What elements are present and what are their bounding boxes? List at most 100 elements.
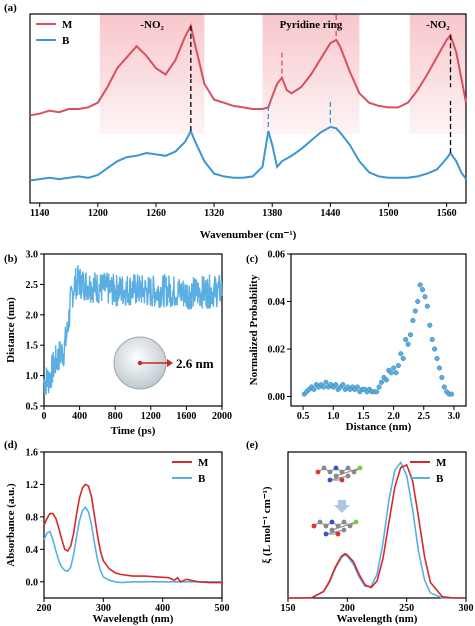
molecule-atom (339, 477, 345, 483)
panel-b-y-tick-label: 3.0 (26, 250, 39, 261)
down-arrow-icon (334, 500, 350, 513)
probability-point (383, 377, 389, 383)
band-label: -NO₂ (426, 19, 450, 31)
molecule-B-icon (311, 519, 359, 537)
panel-e-x-tick-label: 250 (399, 603, 414, 614)
probability-point (333, 382, 339, 388)
panel-a-x-axis-label: Wavenumber (cm⁻¹) (200, 229, 297, 241)
legend-label-M: M (198, 457, 209, 469)
probability-point (354, 384, 360, 390)
panel-a-x-tick-label: 1440 (320, 208, 340, 219)
probability-point (439, 374, 445, 381)
molecule-atom (357, 465, 363, 471)
molecule-atom (327, 477, 333, 483)
panel-b-x-tick-label: 2000 (212, 411, 232, 422)
probability-point (417, 282, 423, 288)
panel-e-y-axis-label: ξ (L mol⁻¹ cm⁻¹) (261, 486, 273, 564)
probability-point (374, 389, 380, 395)
probability-point (410, 317, 416, 324)
highlight-band (409, 14, 466, 134)
molecule-atom (317, 519, 323, 525)
molecule-atom (327, 469, 333, 475)
panel-b-y-axis-label: Distance (nm) (5, 297, 17, 363)
panel-b-x-tick-label: 1600 (176, 411, 196, 422)
probability-point (393, 370, 399, 376)
panel-e-x-tick-label: 150 (281, 603, 296, 614)
probability-point (424, 303, 430, 309)
panel-b-x-tick-label: 800 (108, 411, 123, 422)
band-label: -NO₂ (140, 19, 164, 31)
panel-a-x-tick-label: 1500 (378, 208, 398, 219)
radius-arrowhead (167, 359, 173, 367)
panel-d-x-axis-label: Wavelength (nm) (93, 613, 174, 625)
panel-d-y-tick-label: 1.6 (26, 448, 39, 459)
molecule-bond (331, 521, 357, 531)
panel-e-x-tick-label: 200 (340, 603, 355, 614)
panel-e-x-tick-label: 300 (459, 603, 474, 614)
probability-point (395, 363, 401, 369)
series-line-M (43, 483, 222, 584)
probability-point (388, 370, 394, 376)
panel-d-x-tick-label: 200 (37, 603, 52, 614)
panel-a-frame (29, 13, 467, 204)
distance-trace (43, 264, 223, 395)
probability-point (321, 384, 327, 390)
panel-b-x-tick-label: 400 (72, 411, 87, 422)
probability-point (434, 355, 440, 362)
probability-point (323, 379, 329, 385)
panel-a-x-tick-label: 1320 (204, 208, 224, 219)
legend-label-M: M (436, 457, 447, 469)
panel-c-x-axis-label: Distance (nm) (346, 421, 412, 433)
molecule-atom (351, 469, 357, 475)
molecule-atom (345, 473, 351, 479)
panel-e-label: (e) (246, 439, 259, 451)
panel-c-x-tick-label: 2.5 (418, 411, 431, 422)
series-line-M (288, 463, 466, 599)
molecule-atom (321, 465, 327, 471)
molecule-atom (323, 523, 329, 529)
probability-point (378, 379, 385, 385)
panel-e-x-axis-label: Wavelength (nm) (337, 613, 418, 625)
panel-b-y-tick-label: 2.0 (26, 310, 39, 321)
legend-label-B: B (62, 35, 70, 47)
panel-d-y-tick-label: 1.2 (26, 480, 39, 491)
panel-b-y-tick-label: 2.5 (26, 280, 39, 291)
probability-point (429, 336, 435, 343)
panel-d-x-tick-label: 400 (155, 603, 170, 614)
probability-point (420, 287, 426, 293)
molecule-atom (335, 523, 341, 529)
panel-d-x-tick-label: 500 (215, 603, 230, 614)
probability-point (403, 336, 409, 343)
panel-b-x-tick-label: 0 (42, 411, 47, 422)
probability-point (405, 341, 411, 347)
molecule-atom (329, 519, 335, 525)
series-line-B (43, 505, 222, 584)
molecule-atom (345, 465, 351, 471)
panel-a-x-tick-label: 1260 (146, 208, 166, 219)
series-line-M (29, 22, 467, 117)
molecule-bond (325, 529, 345, 535)
panel-b-y-tick-label: 1.5 (26, 341, 39, 352)
molecule-atom (339, 469, 345, 475)
molecule-atom (311, 523, 317, 529)
probability-point (340, 382, 346, 388)
molecule-atom (323, 531, 329, 537)
probability-point (391, 365, 397, 371)
molecule-atom (353, 519, 359, 525)
molecule-atom (341, 519, 347, 525)
band-label: Pyridine ring (280, 19, 343, 31)
panel-c-y-tick-label: 0.02 (268, 345, 286, 356)
panel-a-x-tick-label: 1140 (30, 208, 49, 219)
panel-a-label: (a) (4, 2, 17, 14)
molecule-atom (333, 473, 339, 479)
probability-point (407, 332, 414, 338)
panel-b-x-tick-label: 1200 (141, 411, 161, 422)
panel-c-label: (c) (246, 253, 259, 265)
probability-point (311, 386, 317, 392)
panel-c-x-tick-label: 1.0 (327, 411, 340, 422)
legend-label-M: M (62, 19, 73, 31)
probability-point (400, 355, 406, 362)
probability-point (422, 294, 428, 300)
probability-point (436, 365, 442, 371)
